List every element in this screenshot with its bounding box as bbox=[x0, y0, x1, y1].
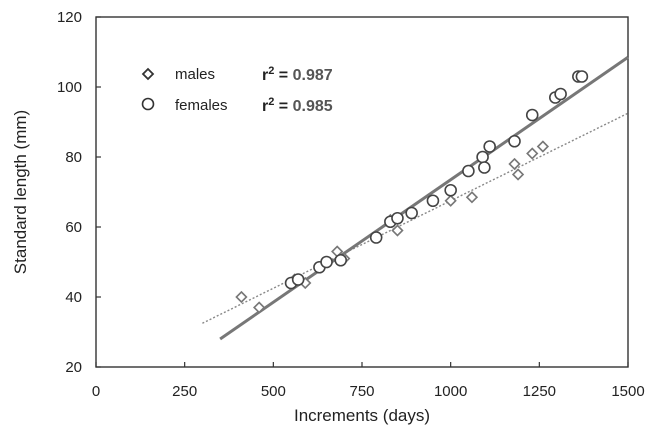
point-females bbox=[575, 70, 589, 83]
y-tick-label: 60 bbox=[65, 219, 82, 236]
point-females bbox=[426, 194, 440, 208]
x-tick-label: 1500 bbox=[611, 383, 644, 400]
y-axis-label: Standard length (mm) bbox=[11, 110, 30, 274]
x-tick-label: 250 bbox=[172, 383, 197, 400]
legend-label-males: males bbox=[175, 66, 215, 83]
point-males bbox=[253, 301, 266, 314]
point-females bbox=[291, 273, 305, 286]
x-tick-label: 750 bbox=[349, 383, 374, 400]
point-males bbox=[444, 194, 457, 207]
legend-diamond-marker bbox=[141, 67, 155, 81]
point-females bbox=[508, 134, 521, 148]
x-tick-label: 1000 bbox=[434, 383, 467, 400]
r2-value-males: 0.987 bbox=[293, 67, 333, 84]
y-tick-label: 40 bbox=[65, 289, 82, 306]
legend-r2-females: r2 = 0.985 bbox=[262, 96, 333, 115]
legend-r2-males: r2 = 0.987 bbox=[262, 65, 333, 84]
r2-value-females: 0.985 bbox=[293, 98, 333, 115]
legend: males r2 = 0.987 females r2 = 0.985 bbox=[141, 65, 333, 115]
x-tick-label: 500 bbox=[261, 383, 286, 400]
point-females bbox=[405, 206, 418, 220]
r2-symbol-females: r bbox=[262, 98, 268, 115]
y-tick-label: 20 bbox=[65, 359, 82, 376]
point-females bbox=[554, 87, 567, 101]
data-points bbox=[235, 70, 589, 314]
legend-item-females: females r2 = 0.985 bbox=[141, 96, 333, 115]
legend-circle-marker bbox=[141, 97, 155, 111]
y-tick-label: 120 bbox=[57, 9, 82, 26]
point-females bbox=[391, 211, 404, 225]
legend-item-males: males r2 = 0.987 bbox=[141, 65, 333, 84]
r2-superscript-females: 2 bbox=[268, 96, 274, 108]
point-males bbox=[526, 147, 539, 160]
r2-symbol-males: r bbox=[262, 67, 268, 84]
fit-lines bbox=[202, 56, 629, 341]
legend-label-females: females bbox=[175, 97, 228, 114]
fit-line-females bbox=[219, 56, 629, 341]
point-males bbox=[536, 140, 550, 153]
point-females bbox=[334, 253, 348, 267]
y-tick-label: 100 bbox=[57, 79, 82, 96]
point-females bbox=[444, 183, 457, 197]
point-males bbox=[235, 290, 248, 304]
point-females bbox=[320, 255, 333, 269]
r2-superscript-males: 2 bbox=[268, 65, 274, 77]
point-males bbox=[391, 224, 404, 237]
point-females bbox=[525, 108, 539, 122]
fit-line-males bbox=[202, 112, 629, 324]
x-axis-label: Increments (days) bbox=[294, 406, 430, 425]
point-males bbox=[465, 191, 479, 204]
point-females bbox=[478, 161, 491, 174]
r2-equals-females: = bbox=[274, 98, 292, 115]
point-females bbox=[369, 231, 383, 244]
point-males bbox=[508, 157, 521, 171]
point-females bbox=[483, 140, 496, 153]
ticks: 0 250 500 750 1000 1250 1500 20 40 60 80 100 120 bbox=[57, 9, 645, 400]
point-males bbox=[511, 168, 525, 181]
y-tick-label: 80 bbox=[65, 149, 82, 166]
point-females bbox=[476, 150, 489, 164]
r2-equals-males: = bbox=[274, 67, 292, 84]
x-tick-label: 0 bbox=[92, 383, 100, 400]
point-females bbox=[462, 164, 475, 178]
x-tick-label: 1250 bbox=[523, 383, 556, 400]
